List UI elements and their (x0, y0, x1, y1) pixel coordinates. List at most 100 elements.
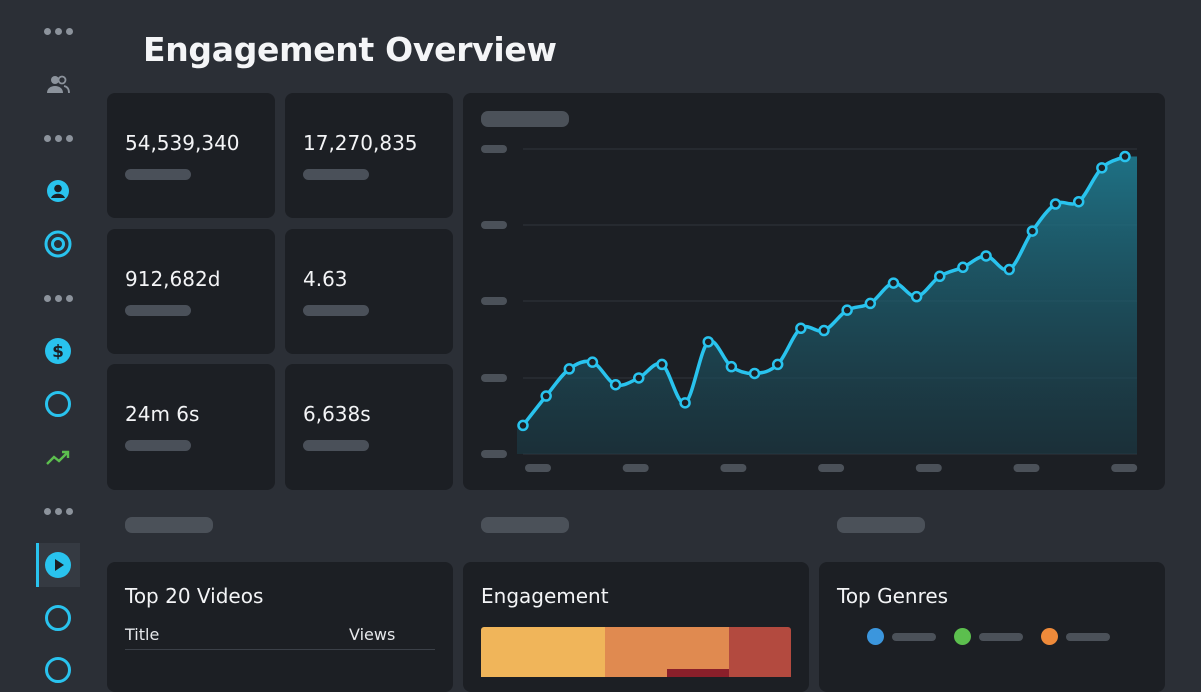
data-point[interactable] (702, 336, 714, 348)
page-title: Engagement Overview (143, 30, 557, 69)
kpi-value: 24m 6s (125, 402, 200, 426)
legend-item[interactable] (1041, 628, 1110, 645)
x-tick-label-placeholder (1111, 464, 1138, 472)
y-tick-label-placeholder (481, 145, 507, 153)
dollar-icon[interactable]: $ (36, 331, 80, 371)
sidebar: $ (0, 0, 88, 683)
kpi-card[interactable]: 24m 6s (107, 364, 275, 490)
legend-swatch (867, 628, 884, 645)
data-point[interactable] (563, 363, 576, 375)
section-header-placeholder (125, 517, 213, 533)
data-point[interactable] (1049, 198, 1062, 210)
data-point[interactable] (540, 390, 552, 402)
kpi-label-placeholder (125, 305, 191, 316)
trend-chart-card (463, 93, 1165, 490)
x-tick-label-placeholder (525, 464, 551, 472)
kpi-label-placeholder (125, 169, 191, 180)
data-point[interactable] (586, 356, 599, 368)
x-tick-label-placeholder (720, 464, 747, 472)
legend-item[interactable] (954, 628, 1023, 645)
column-header-title[interactable]: Title (125, 625, 160, 644)
circle-icon[interactable] (36, 384, 80, 424)
kpi-card[interactable]: 4.63 (285, 229, 453, 354)
top-genres-panel: Top Genres (819, 562, 1165, 692)
y-tick-label-placeholder (481, 374, 507, 382)
data-point[interactable] (910, 290, 923, 303)
chart-title-placeholder (481, 111, 569, 127)
user-circle-icon[interactable] (36, 171, 80, 211)
data-point[interactable] (656, 358, 668, 371)
target-icon[interactable] (36, 224, 80, 264)
kpi-value: 6,638s (303, 402, 371, 426)
data-point[interactable] (841, 304, 853, 316)
kpi-card[interactable]: 6,638s (285, 364, 453, 490)
more-icon[interactable] (36, 21, 80, 41)
circle-icon[interactable] (36, 598, 80, 638)
x-tick-label-placeholder (1013, 464, 1040, 472)
heatmap-cell[interactable] (605, 627, 729, 677)
kpi-label-placeholder (303, 305, 369, 316)
section-header-placeholder (837, 517, 925, 533)
more-icon[interactable] (36, 288, 80, 308)
x-tick-label-placeholder (915, 464, 942, 472)
data-point[interactable] (957, 261, 969, 274)
kpi-card[interactable]: 912,682d (107, 229, 275, 354)
data-point[interactable] (864, 297, 877, 310)
data-point[interactable] (679, 397, 691, 409)
circle-icon[interactable] (36, 650, 80, 690)
svg-text:$: $ (52, 342, 64, 362)
trend-chart (481, 145, 1138, 472)
legend-label-placeholder (1066, 632, 1110, 641)
top-videos-panel: Top 20 Videos Title Views (107, 562, 453, 692)
x-tick-label-placeholder (622, 464, 649, 472)
more-icon[interactable] (36, 501, 80, 521)
panel-title: Engagement (481, 584, 609, 608)
kpi-label-placeholder (303, 169, 369, 180)
heatmap-cell[interactable] (667, 669, 729, 677)
chart-area (517, 156, 1137, 455)
more-icon[interactable] (36, 128, 80, 148)
section-header-placeholder (481, 517, 569, 533)
data-point[interactable] (980, 250, 992, 262)
data-point[interactable] (748, 367, 761, 380)
data-point[interactable] (1026, 225, 1039, 237)
kpi-label-placeholder (303, 440, 369, 451)
users-icon[interactable] (36, 64, 80, 104)
legend-item[interactable] (867, 628, 936, 645)
y-tick-label-placeholder (481, 297, 507, 305)
data-point[interactable] (934, 270, 946, 283)
data-point[interactable] (818, 324, 830, 337)
kpi-value: 912,682d (125, 267, 221, 291)
legend-label-placeholder (979, 632, 1023, 641)
kpi-card[interactable]: 17,270,835 (285, 93, 453, 218)
panel-title: Top Genres (837, 584, 949, 608)
heatmap-cell[interactable] (729, 627, 791, 677)
data-point[interactable] (633, 372, 645, 384)
column-header-views[interactable]: Views (349, 625, 396, 644)
genre-legend (867, 628, 1110, 645)
kpi-value: 4.63 (303, 267, 348, 291)
play-icon[interactable] (36, 545, 80, 585)
data-point[interactable] (795, 322, 807, 335)
legend-label-placeholder (892, 632, 936, 641)
data-point[interactable] (517, 419, 529, 432)
kpi-value: 54,539,340 (125, 131, 240, 155)
legend-swatch (1041, 628, 1058, 645)
engagement-panel: Engagement (463, 562, 809, 692)
data-point[interactable] (1072, 195, 1085, 208)
trending-up-icon[interactable] (36, 438, 80, 478)
data-point[interactable] (1003, 263, 1015, 276)
kpi-value: 17,270,835 (303, 131, 418, 155)
table-divider (125, 649, 435, 650)
panel-title: Top 20 Videos (125, 584, 264, 608)
heatmap-cell[interactable] (481, 627, 605, 677)
data-point[interactable] (725, 360, 738, 373)
kpi-card[interactable]: 54,539,340 (107, 93, 275, 218)
data-point[interactable] (609, 378, 622, 391)
data-point[interactable] (887, 277, 900, 289)
x-tick-label-placeholder (818, 464, 845, 472)
y-tick-label-placeholder (481, 450, 507, 458)
data-point[interactable] (1119, 150, 1131, 163)
data-point[interactable] (771, 358, 784, 371)
data-point[interactable] (1096, 162, 1108, 174)
